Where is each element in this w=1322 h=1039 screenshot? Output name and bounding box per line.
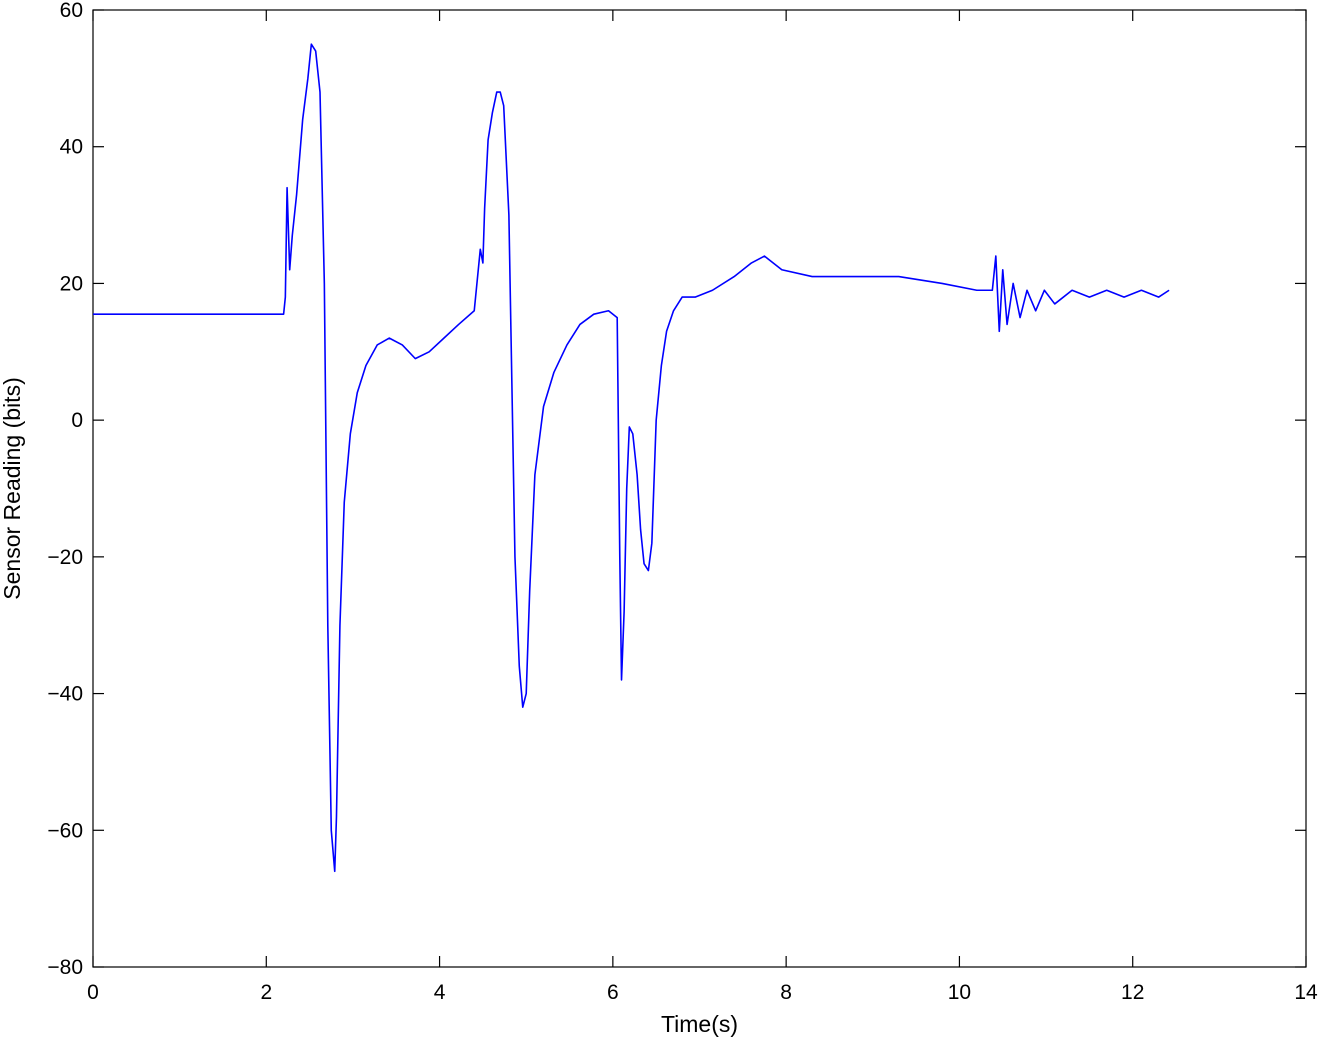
y-axis-label: Sensor Reading (bits) [0,377,25,599]
y-tick-label: −20 [47,546,83,569]
y-tick-label: −40 [47,683,83,706]
x-tick-labels: 0 2 4 6 8 10 12 14 [87,981,1318,1004]
y-tick-label: −60 [47,819,83,842]
x-tick-label: 2 [260,981,272,1004]
y-tick-label: −80 [47,956,83,979]
x-tick-label: 8 [780,981,792,1004]
x-tick-label: 6 [607,981,619,1004]
y-tick-label: 40 [60,136,83,159]
series-group [93,43,1170,873]
y-tick-labels: 60 40 20 0 −20 −40 −60 −80 [47,0,83,979]
x-tick-label: 0 [87,981,99,1004]
plot-area [92,9,1307,968]
y-tick-label: 0 [71,409,83,432]
series-line-0 [93,43,1170,873]
x-tick-label: 10 [948,981,971,1004]
x-axis-label: Time(s) [661,1011,738,1037]
y-tick-label: 20 [60,272,83,295]
x-tick-label: 12 [1121,981,1144,1004]
y-tick-label: 60 [60,0,83,22]
x-tick-label: 14 [1294,981,1318,1004]
x-tick-label: 4 [434,981,446,1004]
axis-ticks [92,9,1307,968]
